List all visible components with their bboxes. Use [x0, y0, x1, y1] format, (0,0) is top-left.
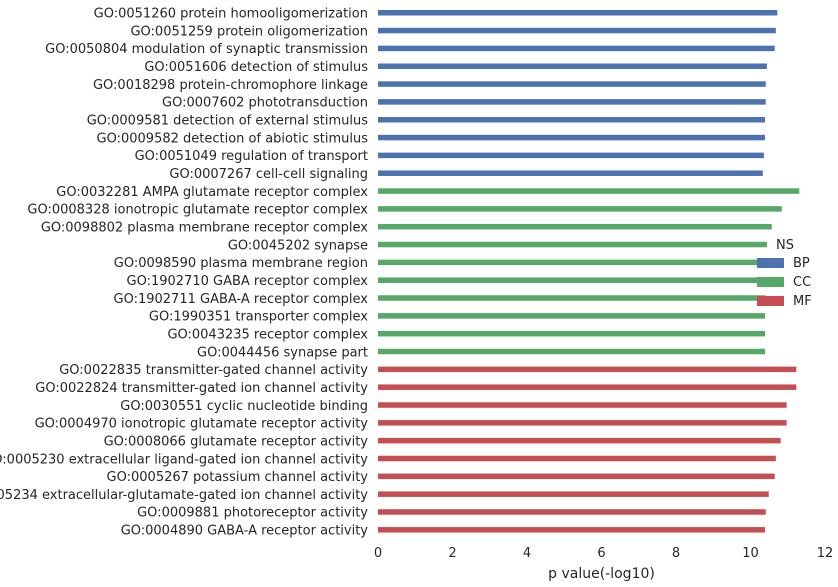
x-axis-ticks: 0 2 4 6 8 10 12: [374, 546, 833, 561]
bar-3: [378, 45, 775, 52]
category-label-4: GO:0051606 detection of stimulus: [144, 60, 368, 75]
category-label-16: GO:1902710 GABA receptor complex: [127, 274, 369, 289]
bar-12: [378, 206, 782, 212]
bar-16: [378, 277, 766, 283]
category-label-25: GO:0008066 glutamate receptor activity: [104, 434, 369, 449]
category-label-27: GO:0005267 potassium channel activity: [107, 470, 369, 485]
category-labels: GO:0051260 protein homooligomerization GO…: [0, 7, 368, 539]
category-label-6: GO:0007602 phototransduction: [162, 96, 368, 111]
category-label-29: GO:0009881 photoreceptor activity: [137, 506, 368, 521]
x-tick-label-4: 4: [523, 546, 531, 561]
category-label-7: GO:0009581 detection of external stimulu…: [87, 113, 369, 128]
bar-21: [378, 366, 797, 373]
category-label-21: GO:0022835 transmitter-gated channel act…: [59, 363, 368, 378]
x-tick-label-12: 12: [817, 546, 834, 561]
category-label-26: GO:0005230 extracellular ligand-gated io…: [0, 452, 368, 467]
category-label-9: GO:0051049 regulation of transport: [135, 149, 368, 164]
category-label-17: GO:1902711 GABA-A receptor complex: [114, 292, 369, 307]
category-label-19: GO:0043235 receptor complex: [167, 327, 368, 342]
category-label-15: GO:0098590 plasma membrane region: [114, 256, 368, 271]
category-label-8: GO:0009582 detection of abiotic stimulus: [97, 131, 369, 146]
legend-swatch-cc: [757, 277, 784, 287]
bars-layer: [378, 10, 800, 533]
bar-29: [378, 509, 766, 515]
bar-9: [378, 152, 764, 159]
bar-6: [378, 99, 766, 105]
legend-swatch-mf: [757, 296, 784, 306]
bar-14: [378, 241, 767, 248]
category-label-5: GO:0018298 protein-chromophore linkage: [93, 78, 368, 93]
legend-label-mf: MF: [793, 294, 812, 309]
legend-label-bp: BP: [793, 256, 810, 271]
category-label-18: GO:1990351 transporter complex: [149, 310, 368, 325]
bar-4: [378, 63, 767, 69]
x-axis-label: p value(-log10): [548, 566, 655, 582]
bar-2: [378, 27, 776, 34]
bar-8: [378, 134, 766, 141]
category-label-12: GO:0008328 ionotropic glutamate receptor…: [27, 203, 368, 218]
x-tick-label-6: 6: [597, 546, 605, 561]
bar-18: [378, 313, 766, 319]
category-label-30: GO:0004890 GABA-A receptor activity: [121, 524, 369, 539]
category-label-2: GO:0051259 protein oligomerization: [130, 24, 368, 39]
category-label-23: GO:0030551 cyclic nucleotide binding: [120, 399, 368, 414]
bar-27: [378, 473, 775, 480]
category-label-20: GO:0044456 synapse part: [197, 345, 368, 360]
category-label-24: GO:0004970 ionotropic glutamate receptor…: [35, 417, 369, 432]
x-tick-label-2: 2: [448, 546, 456, 561]
bar-15: [378, 259, 766, 266]
bar-20: [378, 348, 766, 355]
bar-25: [378, 437, 781, 444]
bar-5: [378, 81, 766, 87]
bar-1: [378, 10, 778, 16]
category-label-10: GO:0007267 cell-cell signaling: [169, 167, 368, 182]
category-label-11: GO:0032281 AMPA glutamate receptor compl…: [56, 185, 368, 200]
legend-title: NS: [776, 238, 794, 253]
bar-26: [378, 455, 776, 462]
x-tick-label-10: 10: [742, 546, 759, 561]
category-label-1: GO:0051260 protein homooligomerization: [94, 7, 368, 22]
legend-label-cc: CC: [793, 275, 811, 290]
bar-23: [378, 402, 787, 408]
category-label-13: GO:0098802 plasma membrane receptor comp…: [41, 220, 368, 235]
x-tick-label-0: 0: [374, 546, 382, 561]
bar-7: [378, 116, 766, 123]
bar-13: [378, 223, 772, 230]
category-label-3: GO:0050804 modulation of synaptic transm…: [45, 42, 368, 57]
bar-22: [378, 384, 797, 390]
legend: NS BP CC MF: [757, 238, 812, 309]
x-tick-label-8: 8: [672, 546, 680, 561]
category-label-28: GO:0005234 extracellular-glutamate-gated…: [0, 488, 368, 503]
legend-swatch-bp: [757, 258, 784, 268]
bar-30: [378, 527, 766, 533]
bar-10: [378, 170, 763, 176]
category-label-14: GO:0045202 synapse: [228, 238, 368, 253]
category-label-22: GO:0022824 transmitter-gated ion channel…: [35, 381, 368, 396]
bar-11: [378, 188, 800, 194]
bar-24: [378, 420, 787, 426]
bar-28: [378, 491, 769, 497]
bar-17: [378, 295, 766, 301]
bar-19: [378, 330, 766, 337]
